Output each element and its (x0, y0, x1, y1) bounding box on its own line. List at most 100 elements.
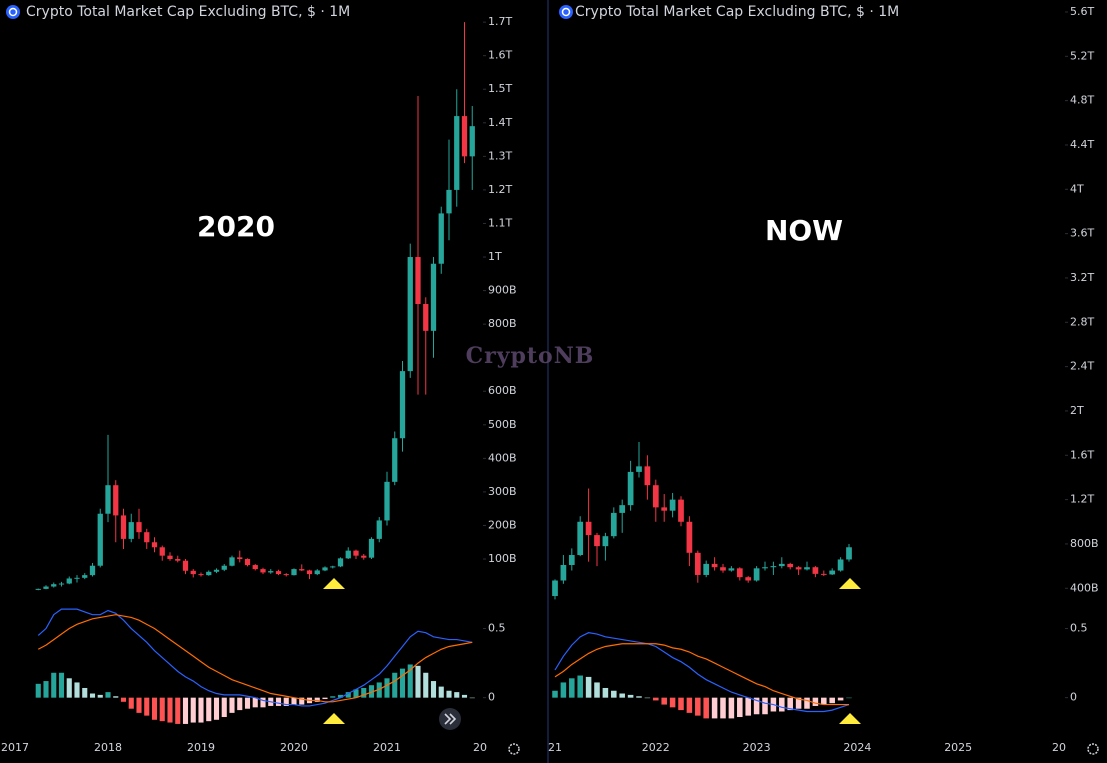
candle-body (97, 513, 103, 566)
candle-body (221, 565, 227, 570)
candle-body (268, 571, 274, 573)
macd-histogram-bar (275, 697, 282, 706)
macd-histogram-bar (602, 687, 609, 698)
y-tick-label: 1T (488, 250, 502, 263)
logo-mark (561, 7, 571, 17)
candle-body (619, 505, 626, 513)
candle-body (820, 573, 827, 575)
candle-body (244, 559, 251, 566)
y-tick-label: 400B (1070, 581, 1099, 594)
macd-histogram-bar (229, 697, 235, 713)
x-tick-label: 21 (548, 741, 562, 754)
macd-histogram-bar (120, 697, 127, 702)
logo-mark (8, 7, 18, 17)
y-tick-label: 4.4T (1070, 138, 1094, 151)
candle-body (469, 126, 475, 157)
macd-histogram-bar (291, 697, 297, 705)
y-tick-label: 1.2T (488, 183, 512, 196)
x-tick-label: 2022 (642, 741, 670, 754)
macd-histogram-bar (469, 697, 475, 699)
y-tick-label: 1.1T (488, 216, 512, 229)
candle-body (610, 512, 617, 537)
scroll-button-icon[interactable] (444, 713, 457, 725)
macd-histogram-bar (787, 697, 793, 711)
candle-body (190, 570, 196, 575)
macd-histogram-bar (213, 697, 220, 720)
candle-body (384, 481, 390, 521)
candle-body (736, 568, 743, 578)
macd-histogram-bar (779, 697, 785, 712)
candle-body (686, 521, 693, 553)
macd-histogram-bar (43, 681, 49, 698)
macd-histogram-bar (415, 665, 421, 698)
macd-histogram-bar (829, 697, 835, 704)
candle-body (314, 570, 320, 575)
macd-histogram-bar (821, 697, 827, 705)
macd-histogram-bar (151, 697, 158, 720)
macd-histogram-bar (175, 697, 181, 724)
y-tick-label: 1.6T (488, 49, 512, 62)
macd-histogram-bar (182, 697, 189, 724)
y-tick-label: 600B (488, 384, 517, 397)
candle-body (260, 569, 266, 573)
candle-body (229, 557, 235, 566)
x-tick-label: 2019 (187, 741, 215, 754)
macd-histogram-bar (430, 681, 437, 698)
candle-body (151, 542, 158, 548)
settings-icon[interactable] (508, 743, 520, 755)
candle-body (430, 263, 437, 331)
macd-histogram-bar (423, 672, 429, 698)
macd-histogram-bar (345, 692, 351, 698)
candle-body (829, 570, 836, 575)
macd-histogram-bar (812, 697, 819, 706)
marker-triangle (839, 713, 861, 724)
x-tick-label: 2017 (1, 741, 29, 754)
macd-histogram-bar (105, 692, 111, 698)
macd-y-tick-label: 0 (1070, 691, 1077, 704)
y-tick-label: 5.6T (1070, 5, 1094, 18)
y-tick-label: 800B (488, 317, 517, 330)
candle-body (206, 571, 212, 576)
macd-histogram-bar (653, 697, 659, 701)
candle-body (74, 577, 80, 579)
signal-line (37, 614, 473, 703)
candle-body (89, 565, 96, 576)
candle-body (291, 569, 297, 576)
candle-body (175, 559, 181, 561)
annotation: 2020 (197, 210, 275, 243)
macd-histogram-bar (737, 697, 743, 718)
macd-histogram-bar (636, 696, 642, 698)
watermark: CryptoNB (466, 343, 595, 369)
candle-body (345, 550, 351, 559)
y-tick-label: 2.8T (1070, 315, 1094, 328)
y-tick-label: 800B (1070, 537, 1099, 550)
macd-histogram-bar (144, 697, 150, 716)
macd-histogram-bar (35, 683, 41, 698)
settings-icon[interactable] (1087, 743, 1099, 755)
macd-histogram-bar (368, 685, 375, 698)
candle-body (644, 466, 651, 486)
macd-histogram-bar (244, 697, 251, 709)
macd-histogram-bar (762, 697, 768, 715)
x-tick-label: 20 (1052, 741, 1066, 754)
macd-histogram-bar (97, 694, 103, 698)
scroll-button[interactable] (439, 708, 461, 730)
candle-body (678, 499, 684, 522)
candle-body (694, 552, 701, 575)
candle-body (159, 547, 165, 556)
chart-title: Crypto Total Market Cap Excluding BTC, $… (575, 4, 899, 20)
candle-body (795, 567, 802, 570)
chart-title: Crypto Total Market Cap Excluding BTC, $… (26, 4, 350, 20)
candle-body (728, 568, 735, 571)
marker-triangle (839, 578, 861, 589)
macd-histogram-bar (361, 687, 367, 698)
annotation: NOW (765, 214, 843, 247)
candle-body (330, 566, 336, 568)
y-tick-label: 400B (488, 451, 517, 464)
macd-histogram-bar (745, 697, 751, 716)
macd-histogram-bar (669, 697, 676, 708)
logo (559, 5, 573, 19)
candle-body (568, 555, 575, 565)
y-tick-label: 2.4T (1070, 360, 1094, 373)
